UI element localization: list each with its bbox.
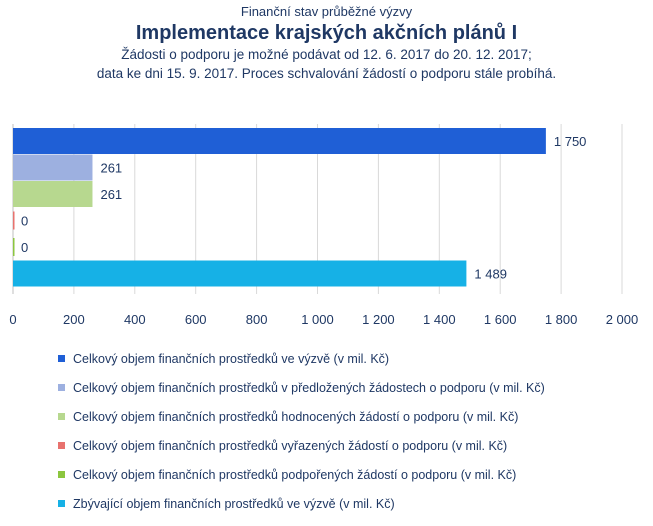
bar — [13, 260, 467, 287]
chart-legend: Celkový objem finančních prostředků ve v… — [58, 344, 545, 518]
legend-square-icon — [58, 500, 65, 507]
bar-chart: 0 200 400 600 800 1 000 1 200 1 400 1 600 1 800 2 … — [9, 124, 639, 327]
x-tick-label: 1 800 — [545, 312, 578, 327]
chart-supertitle: Finanční stav průběžné výzvy — [240, 4, 413, 19]
legend-square-icon — [58, 471, 65, 478]
legend-label: Zbývající objem finančních prostředků ve… — [73, 496, 395, 511]
legend-item: Celkový objem finančních prostředků vyřa… — [58, 431, 545, 460]
chart-header: Finanční stav průběžné výzvy Implementac… — [0, 4, 653, 83]
legend-item: Celkový objem finančních prostředků podp… — [58, 460, 545, 489]
chart-subtitle-line-2: data ke dni 15. 9. 2017. Proces schvalov… — [96, 66, 557, 81]
bar — [13, 211, 15, 230]
legend-label: Celkový objem finančních prostředků podp… — [73, 467, 517, 482]
bar-value-label: 1 489 — [474, 267, 507, 282]
bar-value-label: 0 — [21, 214, 28, 229]
x-tick-label: 1 400 — [423, 312, 456, 327]
legend-label: Celkový objem finančních prostředků hodn… — [73, 409, 519, 424]
x-tick-label: 2 000 — [606, 312, 639, 327]
x-tick-label: 400 — [124, 312, 146, 327]
x-tick-label: 0 — [9, 312, 16, 327]
chart-title: Implementace krajských akčních plánů I — [135, 22, 518, 44]
x-tick-label: 800 — [246, 312, 268, 327]
x-tick-label: 200 — [63, 312, 85, 327]
legend-square-icon — [58, 355, 65, 362]
bar — [13, 238, 15, 256]
x-tick-label: 1 600 — [484, 312, 517, 327]
legend-item: Celkový objem finančních prostředků v př… — [58, 373, 545, 402]
bar-value-label: 0 — [21, 240, 28, 255]
x-tick-label: 1 200 — [362, 312, 395, 327]
bar — [13, 154, 93, 181]
bar — [13, 181, 93, 207]
x-tick-label: 600 — [185, 312, 207, 327]
legend-label: Celkový objem finančních prostředků v př… — [73, 380, 545, 395]
legend-item: Celkový objem finančních prostředků hodn… — [58, 402, 545, 431]
bar-value-label: 261 — [100, 161, 122, 176]
legend-square-icon — [58, 413, 65, 420]
bar — [13, 128, 546, 154]
legend-item: Celkový objem finančních prostředků ve v… — [58, 344, 545, 373]
legend-label: Celkový objem finančních prostředků vyřa… — [73, 438, 508, 453]
legend-item: Zbývající objem finančních prostředků ve… — [58, 489, 545, 518]
bar-value-label: 1 750 — [554, 134, 587, 149]
chart-subtitle-line-1: Žádosti o podporu je možné podávat od 12… — [121, 47, 532, 62]
x-tick-label: 1 000 — [301, 312, 334, 327]
legend-label: Celkový objem finančních prostředků ve v… — [73, 351, 390, 366]
bar-value-label: 261 — [100, 187, 122, 202]
legend-square-icon — [58, 384, 65, 391]
legend-square-icon — [58, 442, 65, 449]
